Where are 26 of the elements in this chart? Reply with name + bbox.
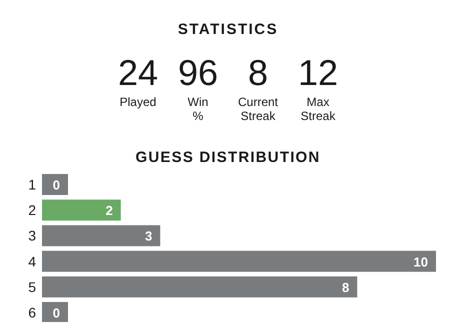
- y-tick-label: 3: [28, 228, 36, 244]
- y-tick-label: 2: [28, 202, 36, 218]
- bar: [42, 200, 121, 221]
- category-label: Played: [120, 95, 156, 109]
- data-label: 10: [414, 254, 428, 270]
- bar: [42, 225, 160, 246]
- y-tick-label: 1: [28, 176, 36, 192]
- bar: [42, 276, 358, 298]
- category-label: Max Streak: [300, 95, 336, 123]
- chart-title: GUESS DISTRIBUTION: [136, 149, 320, 166]
- text: STATISTICS: [178, 21, 278, 38]
- y-tick-label: 4: [28, 253, 36, 270]
- data-label: 8: [248, 52, 268, 93]
- y-tick-label: 6: [28, 304, 36, 320]
- data-label: 8: [342, 280, 350, 295]
- bar: [42, 250, 436, 272]
- data-label: 24: [118, 52, 158, 93]
- y-tick-label: 5: [28, 278, 36, 295]
- data-label: 0: [52, 178, 60, 192]
- data-label: 0: [52, 306, 60, 320]
- data-label: 96: [178, 52, 218, 93]
- category-label: Current Streak: [238, 95, 279, 123]
- category-label: Win %: [188, 95, 208, 123]
- data-label: 2: [106, 203, 113, 218]
- data-label: 12: [298, 52, 338, 93]
- data-label: 3: [144, 228, 152, 244]
